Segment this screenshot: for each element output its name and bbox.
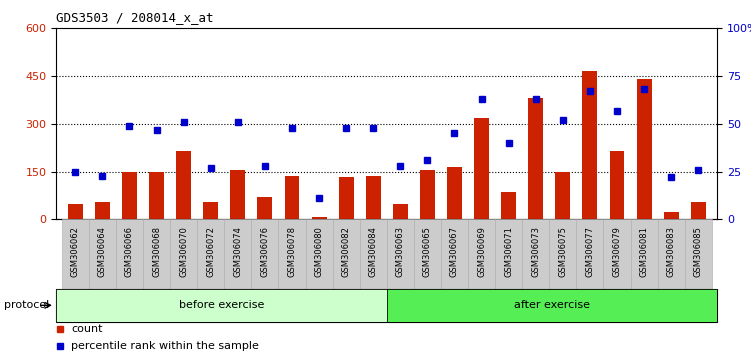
Bar — [501, 193, 516, 219]
Bar — [387, 219, 414, 289]
Bar — [366, 176, 381, 219]
Bar — [306, 219, 333, 289]
Bar — [610, 151, 624, 219]
Text: percentile rank within the sample: percentile rank within the sample — [71, 341, 259, 351]
Bar — [387, 289, 717, 322]
Bar — [583, 72, 597, 219]
Text: GSM306079: GSM306079 — [613, 227, 622, 277]
Bar — [143, 219, 170, 289]
Bar — [658, 219, 685, 289]
Bar — [198, 219, 225, 289]
Text: GSM306070: GSM306070 — [179, 227, 189, 277]
Bar — [149, 172, 164, 219]
Bar — [170, 219, 198, 289]
Bar — [685, 219, 712, 289]
Bar — [604, 219, 631, 289]
Bar — [549, 219, 576, 289]
Bar — [333, 219, 360, 289]
Bar — [393, 204, 408, 219]
Bar — [468, 219, 495, 289]
Bar — [122, 172, 137, 219]
Bar — [89, 219, 116, 289]
Text: GSM306076: GSM306076 — [261, 227, 270, 278]
Bar — [414, 219, 441, 289]
Text: GDS3503 / 208014_x_at: GDS3503 / 208014_x_at — [56, 11, 214, 24]
Bar — [474, 118, 489, 219]
Text: GSM306078: GSM306078 — [288, 227, 297, 278]
Text: after exercise: after exercise — [514, 300, 590, 310]
Text: GSM306085: GSM306085 — [694, 227, 703, 277]
Bar — [252, 219, 279, 289]
Bar — [231, 170, 246, 219]
Bar — [258, 197, 273, 219]
Text: GSM306064: GSM306064 — [98, 227, 107, 277]
Text: GSM306067: GSM306067 — [450, 227, 459, 278]
Bar — [631, 219, 658, 289]
Text: GSM306062: GSM306062 — [71, 227, 80, 277]
Text: GSM306069: GSM306069 — [477, 227, 486, 277]
Text: GSM306072: GSM306072 — [207, 227, 216, 277]
Bar — [339, 177, 354, 219]
Text: GSM306071: GSM306071 — [504, 227, 513, 277]
Text: GSM306063: GSM306063 — [396, 227, 405, 278]
Bar — [664, 211, 679, 219]
Text: GSM306082: GSM306082 — [342, 227, 351, 277]
Bar — [691, 202, 706, 219]
Bar — [56, 289, 387, 322]
Text: GSM306074: GSM306074 — [234, 227, 243, 277]
Text: protocol: protocol — [4, 300, 49, 310]
Bar — [637, 79, 652, 219]
Bar — [176, 151, 191, 219]
Text: GSM306084: GSM306084 — [369, 227, 378, 277]
Bar — [285, 176, 300, 219]
Bar — [576, 219, 604, 289]
Bar — [225, 219, 252, 289]
Text: GSM306075: GSM306075 — [558, 227, 567, 277]
Bar — [495, 219, 522, 289]
Bar — [68, 204, 83, 219]
Bar — [420, 170, 435, 219]
Text: GSM306065: GSM306065 — [423, 227, 432, 277]
Bar — [441, 219, 468, 289]
Text: before exercise: before exercise — [179, 300, 264, 310]
Text: GSM306080: GSM306080 — [315, 227, 324, 277]
Bar — [204, 202, 218, 219]
Bar — [528, 98, 543, 219]
Bar — [447, 167, 462, 219]
Text: GSM306077: GSM306077 — [585, 227, 594, 278]
Bar — [116, 219, 143, 289]
Bar — [360, 219, 387, 289]
Text: GSM306083: GSM306083 — [667, 227, 676, 278]
Text: GSM306066: GSM306066 — [125, 227, 134, 278]
Bar — [95, 202, 110, 219]
Bar — [62, 219, 89, 289]
Bar — [522, 219, 549, 289]
Text: GSM306081: GSM306081 — [640, 227, 649, 277]
Text: GSM306073: GSM306073 — [531, 227, 540, 278]
Bar — [312, 217, 327, 219]
Text: count: count — [71, 324, 103, 334]
Bar — [279, 219, 306, 289]
Text: GSM306068: GSM306068 — [152, 227, 161, 278]
Bar — [556, 172, 570, 219]
